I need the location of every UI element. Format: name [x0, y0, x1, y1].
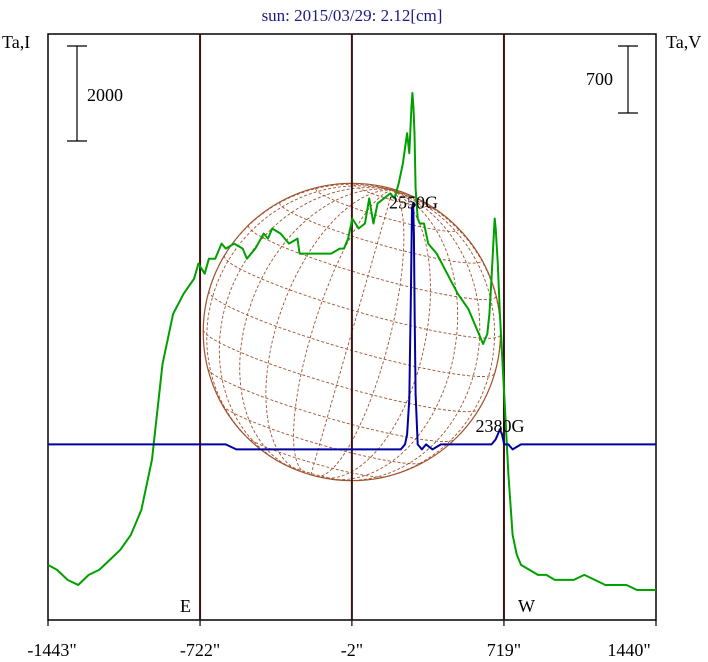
disk-latitude-line	[207, 368, 455, 442]
disk-latitude-line	[278, 461, 345, 481]
disk-latitude-line	[202, 329, 480, 413]
x-tick-label: -2"	[341, 640, 363, 660]
disk-longitude-line	[322, 189, 431, 479]
series-layer	[47, 92, 656, 591]
disk-longitude-line	[316, 189, 405, 477]
right-axis-label: Ta,V	[666, 32, 701, 52]
disk-longitude-line	[377, 189, 496, 479]
left-scale-bar-label: 2000	[87, 85, 123, 105]
vertical-marker-label: W	[518, 596, 535, 616]
disk-longitude-line	[343, 189, 481, 482]
series-line-1	[47, 92, 656, 591]
annotations: 2550G 2380G	[389, 192, 524, 435]
left-scale-bar	[67, 45, 87, 142]
solar-disk	[202, 182, 502, 482]
series-line-2	[48, 202, 656, 451]
disk-longitude-line	[239, 188, 393, 468]
disk-longitude-line	[218, 187, 393, 463]
x-tick-label: 719"	[487, 640, 521, 660]
disk-longitude-line	[392, 189, 501, 374]
left-axis-label: Ta,I	[2, 32, 30, 52]
disk-longitude-line	[332, 189, 459, 481]
x-tick-label: -722"	[180, 640, 220, 660]
right-scale-bar	[618, 45, 638, 114]
disk-longitude-line	[208, 183, 393, 292]
disk-longitude-line	[206, 185, 393, 443]
x-axis-ticks: -1443" -722" -2" 719" 1440"	[27, 620, 657, 660]
peak-annotation: 2380G	[475, 416, 524, 436]
disk-longitude-line	[265, 189, 393, 472]
right-scale-bar-label: 700	[586, 69, 613, 89]
peak-annotation: 2550G	[389, 192, 438, 212]
vertical-marker-label: E	[180, 596, 191, 616]
x-tick-label: -1443"	[27, 640, 76, 660]
x-tick-label: 1440"	[607, 640, 650, 660]
disk-longitude-line	[310, 189, 394, 475]
chart-title: sun: 2015/03/29: 2.12[cm]	[262, 6, 443, 25]
